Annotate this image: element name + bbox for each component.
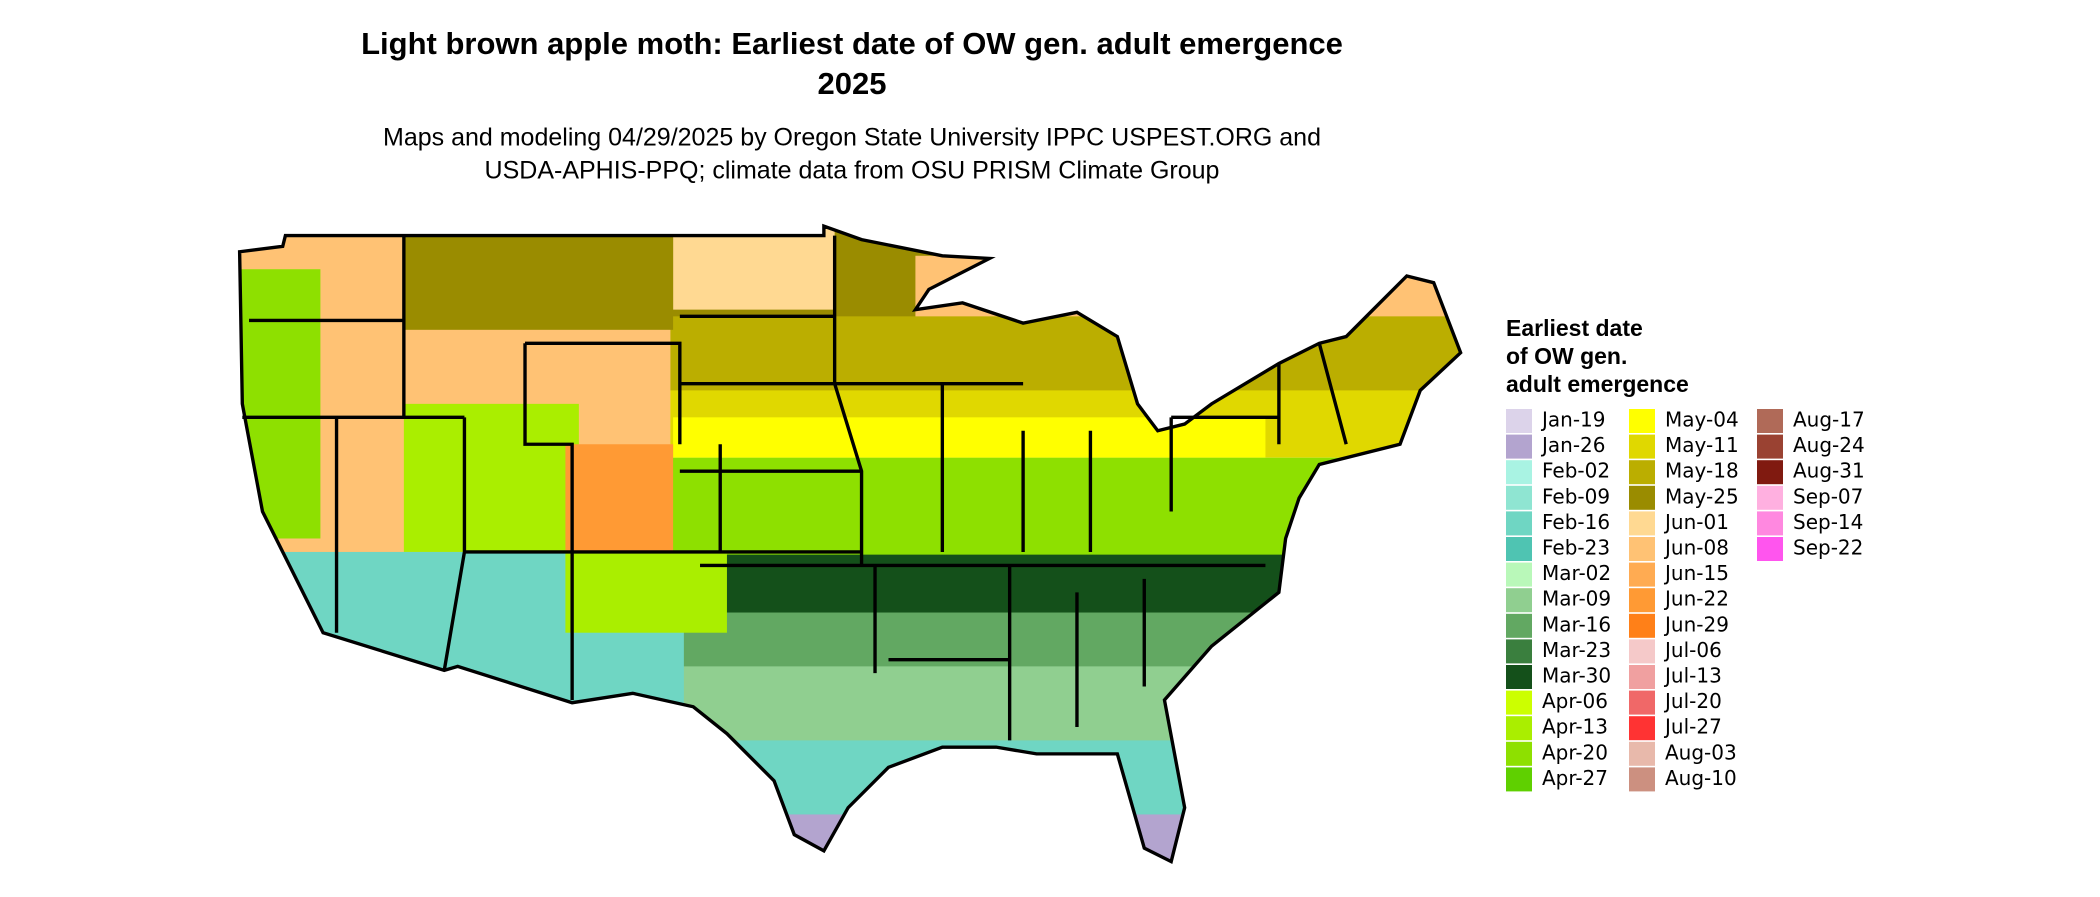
legend-title: of OW gen. [1506, 343, 1627, 369]
legend-label: Jan-19 [1540, 408, 1606, 432]
legend-swatch [1629, 434, 1655, 459]
legend-label: Jun-08 [1663, 536, 1729, 560]
legend-swatch [1506, 460, 1532, 485]
subtitle: Maps and modeling 04/29/2025 by Oregon S… [383, 124, 1321, 152]
legend-swatch [1629, 741, 1655, 766]
legend-label: Feb-16 [1542, 510, 1610, 534]
legend-label: Aug-10 [1665, 766, 1737, 790]
legend-label: Aug-31 [1793, 459, 1865, 483]
legend-label: Apr-06 [1542, 689, 1608, 713]
legend-label: Jul-27 [1663, 715, 1722, 739]
legend-swatch [1506, 690, 1532, 715]
legend-label: Jan-26 [1540, 433, 1606, 457]
legend-label: Sep-07 [1793, 484, 1863, 508]
legend-swatch [1506, 485, 1532, 510]
legend-swatch [1629, 409, 1655, 433]
legend-swatch [1757, 460, 1783, 485]
legend-swatch [1506, 588, 1532, 613]
legend-label: Apr-27 [1542, 766, 1608, 790]
us-map [237, 223, 1463, 865]
legend-swatch [1506, 613, 1532, 638]
legend-label: Jun-22 [1663, 587, 1729, 611]
legend-label: May-18 [1665, 459, 1739, 483]
legend-swatch [1629, 665, 1655, 689]
legend-swatch [1757, 485, 1783, 510]
legend-swatch [1757, 434, 1783, 459]
legend-swatch [1506, 741, 1532, 766]
legend-label: Jul-20 [1663, 689, 1722, 713]
legend-label: Mar-23 [1542, 638, 1611, 662]
legend-swatch [1757, 409, 1783, 433]
legend-swatch [1629, 537, 1655, 561]
legend-label: Mar-30 [1542, 664, 1611, 688]
state-borders [237, 223, 1463, 865]
legend-label: Jun-01 [1663, 510, 1729, 534]
legend-label: Jun-29 [1663, 612, 1729, 636]
legend-label: Sep-22 [1793, 536, 1863, 560]
legend-swatch [1506, 511, 1532, 536]
legend-swatch [1629, 562, 1655, 587]
subtitle: USDA-APHIS-PPQ; climate data from OSU PR… [485, 157, 1220, 185]
legend-swatch [1629, 716, 1655, 741]
legend-label: Apr-20 [1542, 740, 1608, 764]
legend-label: Jul-06 [1663, 638, 1722, 662]
legend-label: Feb-09 [1542, 484, 1610, 508]
map-fill [239, 226, 1461, 862]
legend-swatch [1506, 665, 1532, 689]
legend-swatch [1629, 485, 1655, 510]
legend-label: Mar-02 [1542, 561, 1611, 585]
title: 2025 [818, 66, 887, 101]
legend-swatch [1629, 690, 1655, 715]
legend-label: Mar-16 [1542, 612, 1611, 636]
legend-swatch [1506, 767, 1532, 792]
legend-label: Jul-13 [1663, 664, 1722, 688]
legend-swatch [1757, 537, 1783, 561]
legend-swatch [1506, 409, 1532, 433]
legend-swatch [1629, 639, 1655, 664]
legend-swatch [1506, 716, 1532, 741]
legend-label: Feb-23 [1542, 536, 1610, 560]
legend-swatch [1629, 511, 1655, 536]
legend-title: Earliest date [1506, 315, 1643, 341]
legend-label: Mar-09 [1542, 587, 1611, 611]
legend-label: Aug-17 [1793, 408, 1865, 432]
legend-label: May-11 [1665, 433, 1739, 457]
legend-swatch [1629, 613, 1655, 638]
legend-label: May-25 [1665, 484, 1739, 508]
title: Light brown apple moth: Earliest date of… [361, 26, 1343, 61]
legend-title: adult emergence [1506, 371, 1689, 397]
legend-swatch [1506, 639, 1532, 664]
legend-label: Sep-14 [1793, 510, 1863, 534]
legend-label: Feb-02 [1542, 459, 1610, 483]
legend-swatch [1506, 537, 1532, 561]
legend-label: Aug-24 [1793, 433, 1865, 457]
legend-swatch [1629, 460, 1655, 485]
legend-swatch [1629, 588, 1655, 613]
legend-label: Aug-03 [1665, 740, 1737, 764]
legend-swatch [1506, 434, 1532, 459]
legend-swatch [1757, 511, 1783, 536]
legend-label: Apr-13 [1542, 715, 1608, 739]
legend-swatch [1629, 767, 1655, 792]
legend-swatch [1506, 562, 1532, 587]
legend-label: Jun-15 [1663, 561, 1729, 585]
legend-label: May-04 [1665, 408, 1739, 432]
